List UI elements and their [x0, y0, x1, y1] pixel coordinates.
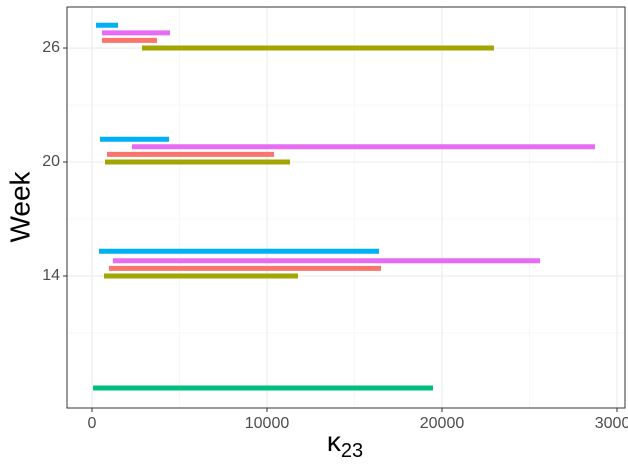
x-axis-title-main: κ: [327, 426, 342, 457]
x-tick-label: 30000: [595, 415, 628, 432]
x-axis-title-subscript: 23: [341, 440, 363, 462]
x-tick-label: 20000: [420, 415, 465, 432]
x-tick-label: 0: [88, 415, 97, 432]
panel-border: [66, 6, 626, 409]
y-axis-title: Week: [4, 170, 35, 242]
y-tick-label: 26: [42, 39, 60, 56]
x-tick-label: 10000: [245, 415, 290, 432]
y-tick-label: 20: [42, 153, 60, 170]
y-tick-label: 14: [42, 267, 60, 284]
x-axis-title: κ23: [327, 426, 363, 462]
